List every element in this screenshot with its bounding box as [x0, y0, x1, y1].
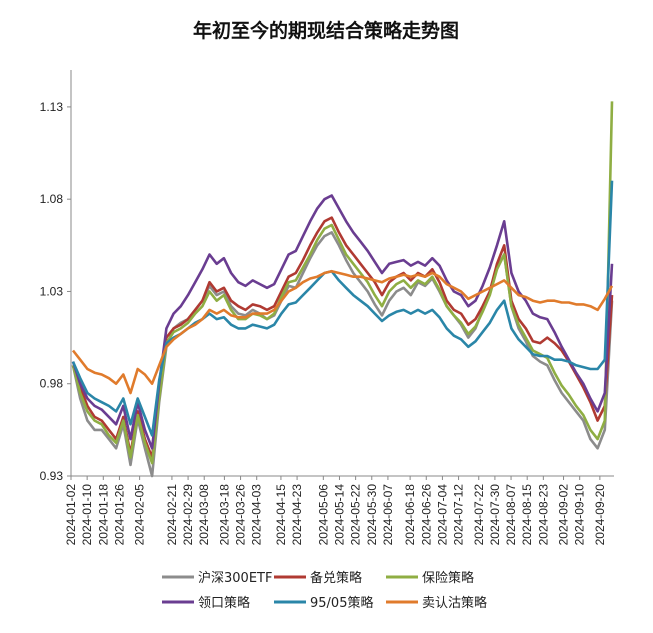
x-tick-label: 2024-08-07	[504, 484, 518, 546]
plot-area	[71, 101, 614, 478]
legend-label: 保险策略	[422, 570, 474, 586]
x-tick-label: 2024-06-07	[381, 484, 395, 546]
legend-label: 领口策略	[198, 595, 250, 611]
x-tick-label: 2024-04-23	[290, 484, 304, 546]
x-axis: 2024-01-02 2024-01-10 2024-01-18 2024-01-26…	[64, 475, 614, 546]
y-tick-label: 1.03	[40, 284, 64, 298]
x-tick-label: 2024-05-22	[349, 484, 363, 546]
y-tick-label: 1.08	[40, 192, 64, 206]
x-tick-label: 2024-02-05	[133, 484, 147, 546]
x-tick-label: 2024-06-26	[419, 484, 433, 546]
x-tick-label: 2024-07-12	[452, 484, 466, 546]
x-tick-label: 2024-05-14	[332, 484, 346, 546]
chart-title: 年初至今的期现结合策略走势图	[193, 19, 459, 42]
y-tick-label: 0.93	[40, 469, 64, 483]
x-tick-label: 2024-07-22	[472, 484, 486, 546]
x-tick-label: 2024-01-02	[64, 484, 78, 546]
x-tick-label: 2024-05-30	[365, 484, 379, 546]
series-line-3	[71, 194, 614, 450]
x-tick-label: 2024-09-02	[557, 484, 571, 546]
x-tick-label: 2024-07-04	[435, 484, 449, 546]
legend-label: 95/05策略	[310, 595, 373, 611]
x-tick-label: 2024-08-15	[520, 484, 534, 546]
x-tick-label: 2024-02-29	[181, 484, 195, 546]
legend-label: 卖认沽策略	[422, 595, 487, 611]
x-tick-label: 2024-01-26	[112, 484, 126, 546]
x-tick-label: 2024-08-23	[536, 484, 550, 546]
x-tick-label: 2024-03-18	[217, 484, 231, 546]
x-tick-label: 2024-09-20	[593, 484, 607, 546]
x-tick-label: 2024-09-10	[573, 484, 587, 546]
x-tick-label: 2024-01-18	[96, 484, 110, 546]
series-line-4	[71, 180, 614, 437]
y-tick-label: 0.98	[40, 377, 64, 391]
y-tick-label: 1.13	[40, 100, 64, 114]
x-tick-label: 2024-01-10	[80, 484, 94, 546]
x-tick-label: 2024-02-21	[165, 484, 179, 546]
series-line-5	[71, 269, 614, 395]
x-tick-label: 2024-03-08	[197, 484, 211, 546]
y-axis: 0.93 0.98 1.03 1.08 1.13	[40, 70, 72, 483]
x-tick-label: 2024-04-15	[274, 484, 288, 546]
x-tick-label: 2024-07-30	[488, 484, 502, 546]
legend-label: 备兑策略	[310, 570, 362, 586]
x-tick-label: 2024-06-18	[403, 484, 417, 546]
legend-label: 沪深300ETF	[198, 570, 272, 586]
x-tick-label: 2024-04-03	[250, 484, 264, 546]
series-line-2	[71, 101, 614, 465]
x-tick-label: 2024-03-26	[234, 484, 248, 546]
x-tick-label: 2024-05-06	[316, 484, 330, 546]
